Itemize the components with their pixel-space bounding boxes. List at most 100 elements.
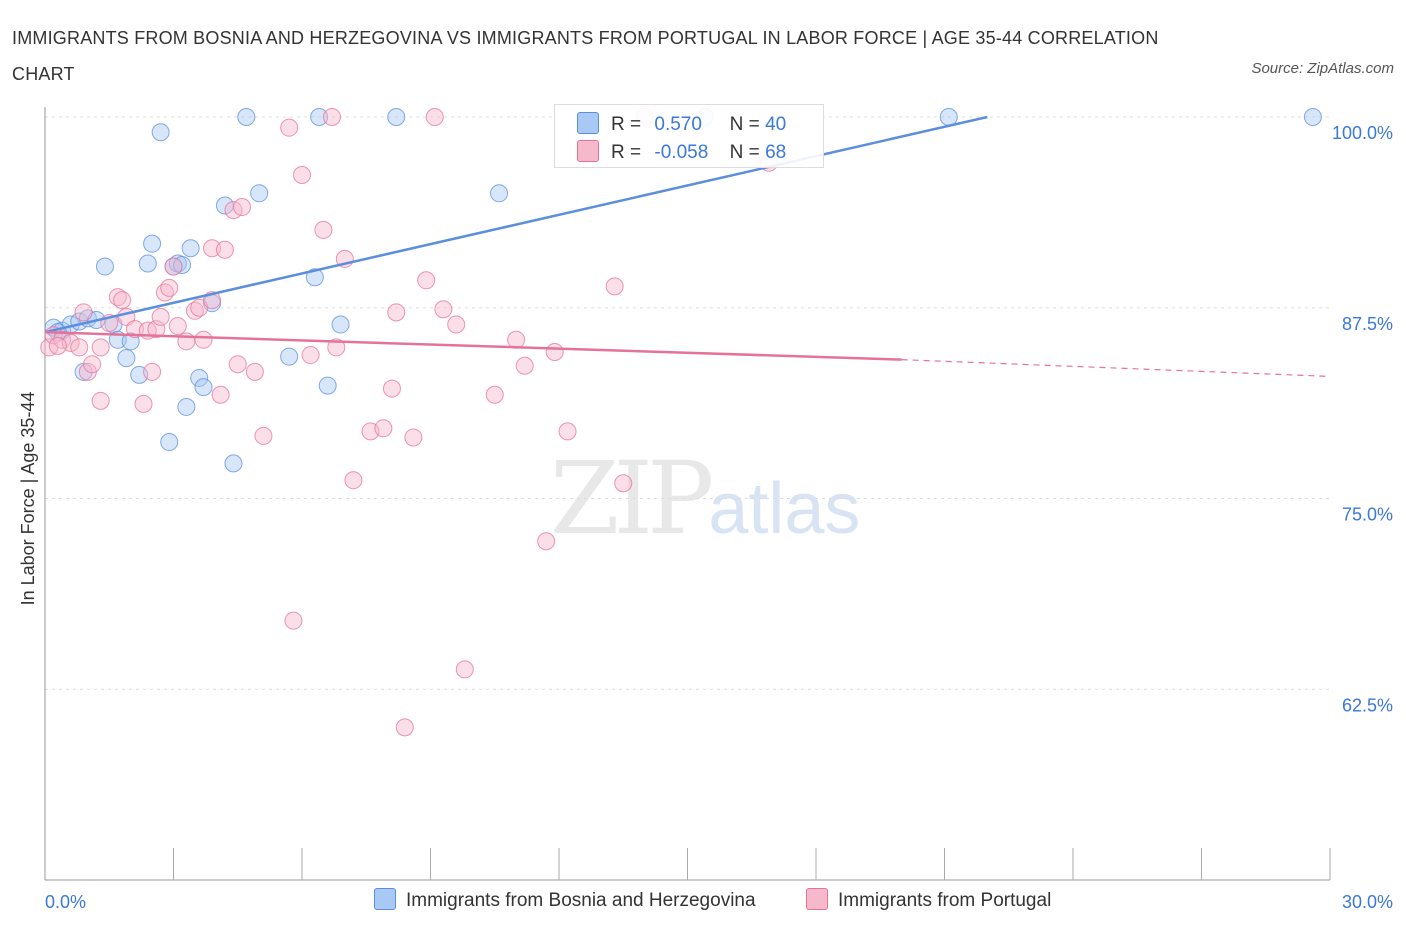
point-portugal [404, 428, 423, 447]
bottom-legend-label-portugal: Immigrants from Portugal [838, 890, 1052, 911]
point-bosnia [224, 454, 243, 473]
point-portugal [605, 277, 624, 296]
point-bosnia [160, 433, 179, 452]
source-label: Source: ZipAtlas.com [1251, 60, 1394, 77]
legend-r-value: 0.570 [654, 114, 702, 135]
point-portugal [134, 394, 153, 413]
point-bosnia [1303, 108, 1322, 126]
point-portugal [515, 356, 534, 375]
point-portugal [83, 355, 102, 374]
point-portugal [417, 271, 436, 290]
bottom-legend-label-bosnia: Immigrants from Bosnia and Herzegovina [406, 890, 756, 911]
point-portugal [164, 257, 183, 276]
stats-legend-row-portugal: R = -0.058 N = 68 [577, 139, 786, 167]
stats-legend-row-bosnia: R = 0.570 N = 40 [577, 111, 786, 139]
point-portugal [322, 108, 341, 126]
point-bosnia [331, 315, 350, 334]
point-portugal [280, 118, 299, 137]
point-portugal [314, 220, 333, 239]
point-bosnia [194, 378, 213, 397]
bottom-legend-swatch-bosnia [374, 888, 396, 910]
point-bosnia [280, 347, 299, 366]
trendline-bosnia [44, 115, 988, 334]
point-bosnia [310, 108, 329, 126]
point-portugal [254, 426, 273, 445]
point-portugal [434, 300, 453, 319]
point-portugal [125, 320, 144, 339]
legend-n-label: N = [729, 114, 760, 135]
point-bosnia [490, 184, 509, 203]
point-bosnia [143, 234, 162, 253]
point-portugal [91, 338, 110, 357]
point-portugal [387, 303, 406, 322]
point-bosnia [177, 397, 196, 416]
y-axis-label: In Labor Force | Age 35-44 [18, 392, 38, 606]
point-portugal [284, 611, 303, 630]
point-portugal [344, 471, 363, 490]
point-portugal [70, 338, 89, 357]
legend-swatch-bosnia [577, 112, 599, 134]
legend-n-value: 68 [765, 142, 787, 163]
legend-r-label: R = [611, 142, 642, 163]
point-bosnia [939, 108, 958, 126]
point-bosnia [121, 332, 140, 351]
point-portugal [194, 330, 213, 349]
point-portugal [455, 660, 474, 679]
trendline-portugal [44, 330, 902, 361]
point-bosnia [138, 254, 157, 273]
point-portugal [485, 385, 504, 404]
point-bosnia [181, 239, 200, 258]
point-portugal [374, 419, 393, 438]
point-portugal [113, 291, 132, 310]
stats-legend: R = 0.570 N = 40 R = -0.058 N = 68 [554, 104, 824, 168]
point-bosnia [305, 268, 324, 287]
point-portugal [160, 278, 179, 297]
point-bosnia [190, 368, 209, 387]
point-portugal [545, 343, 564, 362]
point-portugal [74, 303, 93, 322]
point-portugal [143, 362, 162, 381]
point-portugal [233, 198, 252, 217]
bottom-legend-swatch-portugal [806, 888, 828, 910]
point-portugal [507, 330, 526, 349]
point-portugal [382, 379, 401, 398]
point-portugal [211, 385, 230, 404]
point-portugal [168, 317, 187, 336]
point-portugal [395, 718, 414, 737]
point-portugal [245, 362, 264, 381]
point-bosnia [95, 257, 114, 276]
point-portugal [228, 355, 247, 374]
y-tick-label: 100.0% [1332, 123, 1393, 143]
point-portugal [293, 165, 311, 184]
point-portugal [301, 346, 320, 365]
point-bosnia [117, 349, 136, 368]
point-portugal [614, 474, 633, 493]
x-tick-label: 30.0% [1342, 892, 1393, 912]
point-portugal [151, 307, 170, 326]
y-tick-label: 75.0% [1342, 505, 1393, 525]
point-bosnia [318, 376, 337, 395]
legend-n-label: N = [729, 142, 760, 163]
point-portugal [447, 315, 466, 334]
point-portugal [91, 391, 110, 410]
legend-r-label: R = [611, 114, 642, 135]
bottom-legend-portugal: Immigrants from Portugal [806, 888, 1051, 912]
point-bosnia [387, 108, 406, 126]
x-tick-label: 0.0% [45, 892, 86, 912]
point-portugal [558, 422, 577, 441]
legend-r-value: -0.058 [654, 142, 709, 163]
bottom-legend-bosnia: Immigrants from Bosnia and Herzegovina [374, 888, 756, 912]
point-portugal [425, 108, 444, 126]
y-tick-label: 62.5% [1342, 695, 1393, 715]
chart-title: IMMIGRANTS FROM BOSNIA AND HERZEGOVINA V… [12, 28, 1159, 84]
point-portugal [215, 240, 234, 259]
point-portugal [203, 239, 222, 258]
trendline-portugal-extension [901, 359, 1331, 378]
point-bosnia [250, 184, 269, 203]
legend-n-value: 40 [765, 114, 787, 135]
point-portugal [147, 320, 166, 339]
point-bosnia [237, 108, 256, 126]
point-portugal [327, 338, 346, 357]
y-tick-label: 87.5% [1342, 314, 1393, 334]
watermark-atlas: atlas [708, 469, 861, 549]
